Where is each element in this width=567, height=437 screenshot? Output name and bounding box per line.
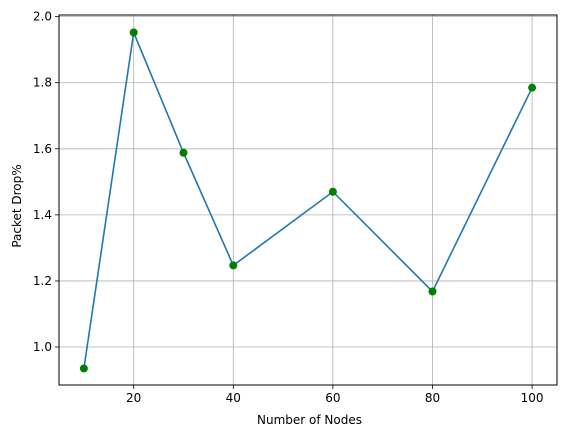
y-axis: 1.0 1.2 1.4 1.6 1.8 2.0 bbox=[33, 10, 59, 354]
plot-area: 20 40 60 80 100 1.0 1.2 1.4 1.6 1.8 2.0 bbox=[33, 10, 558, 405]
data-point bbox=[179, 148, 188, 157]
x-axis: 20 40 60 80 100 bbox=[126, 385, 544, 405]
series-layer bbox=[79, 28, 537, 373]
y-tick-label: 1.2 bbox=[33, 274, 52, 288]
data-point bbox=[129, 28, 138, 37]
x-axis-label: Number of Nodes bbox=[257, 413, 362, 427]
x-tick-label: 60 bbox=[325, 391, 340, 405]
y-tick-label: 1.0 bbox=[33, 340, 52, 354]
data-point bbox=[229, 261, 238, 270]
y-tick-label: 1.6 bbox=[33, 142, 52, 156]
x-tick-label: 20 bbox=[126, 391, 141, 405]
x-tick-label: 40 bbox=[226, 391, 241, 405]
data-point bbox=[79, 364, 88, 373]
x-tick-label: 100 bbox=[521, 391, 544, 405]
data-point bbox=[428, 287, 437, 296]
axes-background bbox=[59, 15, 557, 385]
y-tick-label: 1.4 bbox=[33, 208, 52, 222]
axes-frame bbox=[58, 14, 558, 386]
y-axis-label: Packet Drop% bbox=[10, 164, 24, 247]
x-tick-label: 80 bbox=[425, 391, 440, 405]
grid bbox=[59, 15, 557, 385]
data-point bbox=[328, 187, 337, 196]
y-tick-label: 1.8 bbox=[33, 76, 52, 90]
data-point bbox=[528, 83, 537, 92]
y-tick-label: 2.0 bbox=[33, 10, 52, 24]
